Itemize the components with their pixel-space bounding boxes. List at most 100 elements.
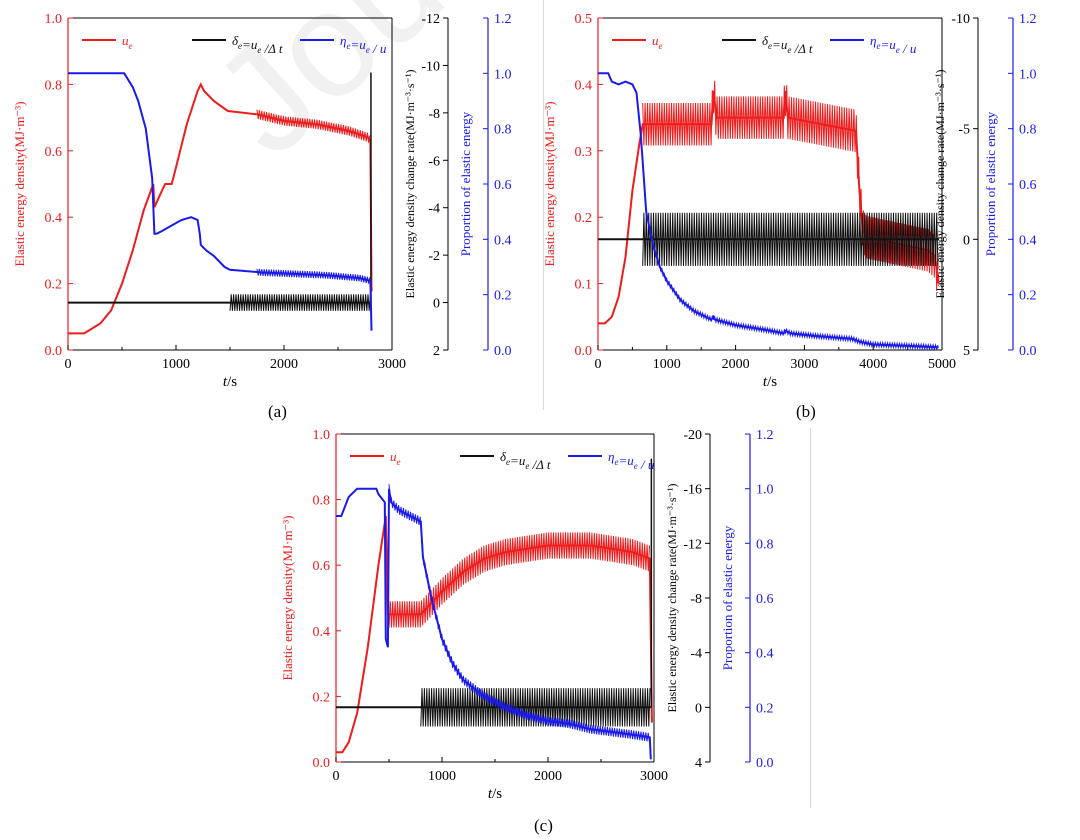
right-tick-label: 1.0 bbox=[494, 67, 512, 82]
plot-area bbox=[68, 72, 373, 335]
series-band-eta_e bbox=[256, 268, 371, 284]
mid-tick-label: -8 bbox=[690, 592, 702, 607]
x-tick-label: 1000 bbox=[428, 769, 456, 784]
left-tick-label: 0.4 bbox=[313, 625, 331, 640]
x-tick-label: 2000 bbox=[534, 769, 562, 784]
x-tick-label: 0 bbox=[595, 357, 602, 372]
series-band-u_e bbox=[642, 80, 939, 291]
left-tick-label: 0.2 bbox=[575, 211, 593, 226]
chart-panel-c: 0 1000 2000 3000 t/s 0.0 0.2 0.4 0.6 0.8 1.0 Elasti… bbox=[280, 428, 774, 802]
series-line-eta_e bbox=[68, 72, 373, 331]
right-tick-label: 0.0 bbox=[494, 344, 512, 359]
mid-axis-label: Elastic energy density change rate(MJ·m⁻… bbox=[403, 70, 417, 299]
series-band-eta_e bbox=[642, 159, 939, 350]
left-tick-label: 0.0 bbox=[45, 344, 63, 359]
mid-tick-label: -12 bbox=[421, 12, 440, 27]
chart-panel-b: 0 1000 2000 3000 4000 5000 t/s 0.0 0.1 0.2 0.3 0.4 0… bbox=[542, 12, 1037, 390]
x-tick-label: 0 bbox=[65, 357, 72, 372]
mid-tick-label: -20 bbox=[683, 428, 702, 443]
x-tick-label: 5000 bbox=[928, 357, 956, 372]
right-tick-label: 1.0 bbox=[1019, 67, 1037, 82]
right-tick-label: 0.6 bbox=[494, 178, 512, 193]
right-tick-label: 1.2 bbox=[494, 12, 512, 27]
right-tick-label: 1.2 bbox=[1019, 12, 1037, 27]
right-tick-label: 0.6 bbox=[756, 592, 774, 607]
mid-tick-label: 0 bbox=[433, 297, 440, 312]
x-tick-label: 4000 bbox=[859, 357, 887, 372]
mid-tick-label: 0 bbox=[695, 701, 702, 716]
left-tick-label: 0.0 bbox=[575, 344, 593, 359]
x-tick-label: 3000 bbox=[378, 357, 406, 372]
panel-separator bbox=[543, 0, 544, 410]
legend-label: δe=ue /Δ t bbox=[500, 449, 551, 472]
mid-tick-label: 5 bbox=[963, 344, 970, 359]
left-tick-label: 0.3 bbox=[575, 145, 593, 160]
legend-label: δe=ue /Δ t bbox=[232, 33, 283, 56]
mid-axis-label: Elastic energy density change rate(MJ·m⁻… bbox=[665, 484, 679, 713]
x-tick-label: 0 bbox=[333, 769, 340, 784]
series-line-eta_e bbox=[336, 487, 652, 760]
legend-label: ue bbox=[122, 33, 133, 51]
left-axis-label: Elastic energy density(MJ·m⁻³) bbox=[542, 101, 557, 266]
mid-tick-label: 0 bbox=[963, 233, 970, 248]
panel-separator-c bbox=[810, 428, 811, 808]
left-tick-label: 0.2 bbox=[313, 690, 331, 705]
right-tick-label: 0.4 bbox=[1019, 233, 1037, 248]
left-tick-label: 0.6 bbox=[45, 145, 63, 160]
x-tick-label: 1000 bbox=[653, 357, 681, 372]
right-tick-label: 0.8 bbox=[494, 123, 512, 138]
panel-label-b: (b) bbox=[796, 402, 816, 421]
right-tick-label: 0.4 bbox=[494, 233, 512, 248]
x-tick-label: 3000 bbox=[640, 769, 668, 784]
legend-label: ηe=ue / u bbox=[340, 33, 387, 56]
series-line-u_e bbox=[68, 82, 373, 335]
mid-tick-label: -5 bbox=[958, 123, 970, 138]
chart-panel-a: 0 1000 2000 3000 t/s 0.0 0.2 0.4 0.6 0.8 1.0 Elasti… bbox=[12, 12, 512, 390]
mid-tick-label: -4 bbox=[690, 647, 702, 662]
left-tick-label: 0.6 bbox=[313, 559, 331, 574]
right-tick-label: 1.2 bbox=[756, 428, 774, 443]
right-tick-label: 0.8 bbox=[1019, 123, 1037, 138]
x-axis-label: t/s bbox=[763, 374, 777, 390]
x-axis-label: t/s bbox=[488, 786, 502, 802]
right-tick-label: 0.0 bbox=[756, 756, 774, 771]
left-tick-label: 0.0 bbox=[313, 756, 331, 771]
x-tick-label: 2000 bbox=[270, 357, 298, 372]
mid-tick-label: -6 bbox=[428, 154, 440, 169]
legend-label: ue bbox=[390, 449, 401, 467]
left-axis-label: Elastic energy density(MJ·m⁻³) bbox=[12, 101, 27, 266]
legend-label: δe=ue /Δ t bbox=[762, 33, 813, 56]
right-axis-label: Proportion of elastic energy bbox=[720, 525, 735, 670]
left-tick-label: 0.4 bbox=[575, 78, 593, 93]
left-tick-label: 1.0 bbox=[45, 12, 63, 27]
legend-label: ηe=ue / u bbox=[870, 33, 917, 56]
mid-tick-label: -8 bbox=[428, 107, 440, 122]
left-tick-label: 0.8 bbox=[313, 494, 331, 509]
right-tick-label: 0.2 bbox=[1019, 289, 1037, 304]
mid-tick-label: -10 bbox=[421, 59, 440, 74]
mid-tick-label: 2 bbox=[433, 344, 440, 359]
right-tick-label: 0.8 bbox=[756, 537, 774, 552]
right-tick-label: 0.6 bbox=[1019, 178, 1037, 193]
right-tick-label: 0.2 bbox=[756, 701, 774, 716]
legend-label: ηe=ue / u bbox=[608, 449, 655, 472]
right-tick-label: 0.2 bbox=[494, 289, 512, 304]
x-tick-label: 3000 bbox=[790, 357, 818, 372]
left-tick-label: 0.5 bbox=[575, 12, 593, 27]
right-axis-label: Proportion of elastic energy bbox=[458, 111, 473, 256]
series-line-u_e bbox=[336, 515, 653, 754]
plot-area bbox=[598, 72, 940, 350]
series-band-u_e bbox=[256, 109, 371, 143]
x-tick-label: 2000 bbox=[722, 357, 750, 372]
right-tick-label: 1.0 bbox=[756, 483, 774, 498]
mid-tick-label: 4 bbox=[695, 756, 702, 771]
left-tick-label: 0.1 bbox=[575, 278, 593, 293]
panel-label-c: (c) bbox=[534, 816, 553, 835]
plot-area bbox=[336, 458, 653, 760]
mid-tick-label: -12 bbox=[683, 537, 702, 552]
series-line-eta_e bbox=[598, 72, 939, 349]
mid-tick-label: -4 bbox=[428, 202, 440, 217]
left-tick-label: 1.0 bbox=[313, 428, 331, 443]
right-tick-label: 0.0 bbox=[1019, 344, 1037, 359]
mid-tick-label: -2 bbox=[428, 249, 440, 264]
